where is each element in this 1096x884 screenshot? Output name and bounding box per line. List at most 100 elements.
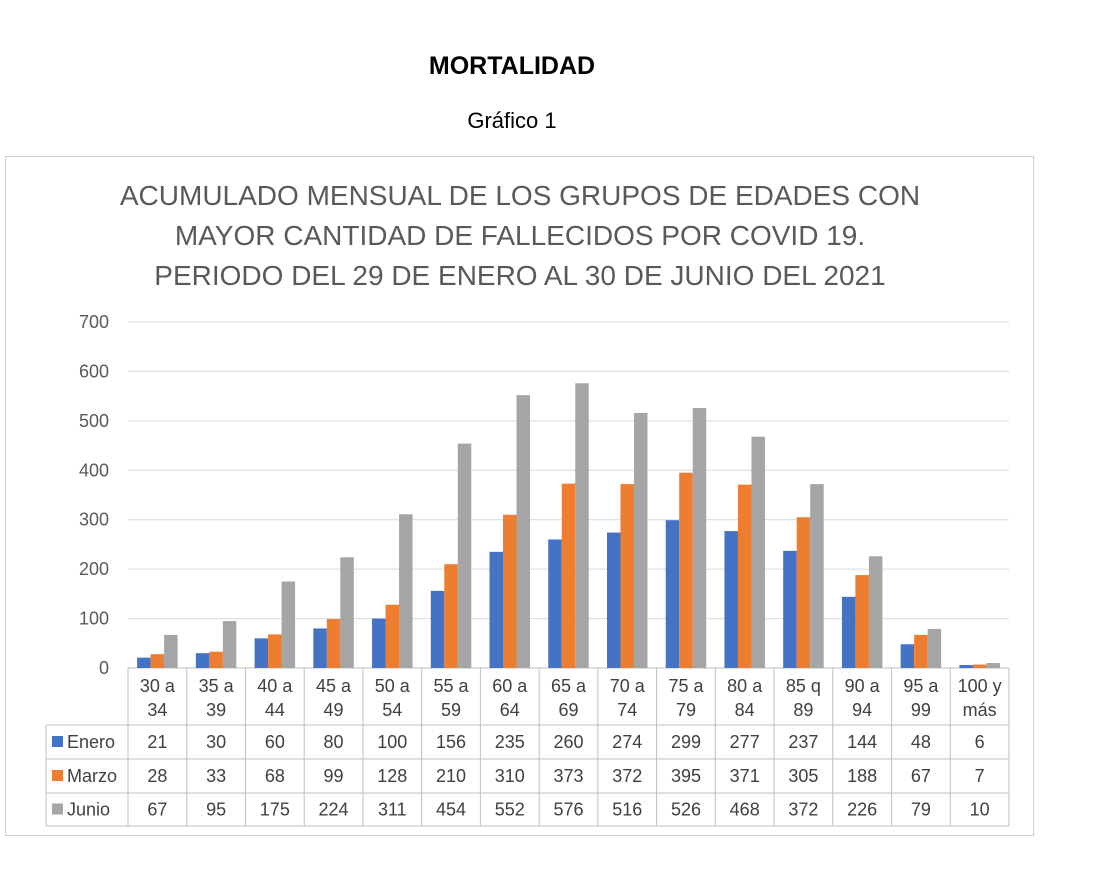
legend-key-junio (52, 803, 63, 815)
data-table-cell: 21 (147, 732, 167, 752)
bar-marzo (209, 651, 223, 668)
bar-marzo (326, 619, 341, 668)
data-table-cell: 305 (788, 766, 818, 786)
y-tick-label: 400 (79, 460, 109, 480)
bar-enero (900, 644, 915, 668)
data-table-cell: 372 (788, 800, 818, 820)
bar-junio (222, 621, 237, 668)
bar-marzo (150, 654, 165, 668)
category-label: 30 a (140, 676, 176, 696)
data-table-cell: 260 (553, 732, 583, 752)
category-label: 34 (147, 700, 167, 720)
category-label: 75 a (668, 676, 704, 696)
data-table-cell: 67 (147, 800, 167, 820)
data-table-cell: 79 (911, 800, 931, 820)
bar-junio (340, 557, 354, 668)
category-label: 50 a (375, 676, 411, 696)
data-table-cell: 516 (612, 800, 642, 820)
bar-enero (372, 618, 386, 668)
chart-title-line: MAYOR CANTIDAD DE FALLECIDOS POR COVID 1… (175, 220, 865, 251)
data-table-cell: 210 (436, 766, 466, 786)
bar-enero (959, 665, 973, 668)
category-label: 60 a (492, 676, 528, 696)
data-table-cell: 67 (911, 766, 931, 786)
category-label: 64 (500, 700, 520, 720)
category-label: 70 a (610, 676, 646, 696)
chart-frame: ACUMULADO MENSUAL DE LOS GRUPOS DE EDADE… (5, 156, 1034, 836)
category-label: 79 (676, 700, 696, 720)
bar-marzo (385, 604, 400, 668)
series-name: Marzo (67, 766, 117, 786)
bar-marzo (503, 514, 517, 668)
data-table-cell: 274 (612, 732, 642, 752)
y-tick-label: 700 (79, 312, 109, 332)
bar-junio (692, 408, 707, 668)
data-table-cell: 10 (970, 800, 990, 820)
category-label: 45 a (316, 676, 352, 696)
category-label: 35 a (199, 676, 235, 696)
data-table-cell: 371 (730, 766, 760, 786)
data-table-cell: 454 (436, 800, 466, 820)
bar-marzo (972, 664, 987, 668)
bar-enero (254, 638, 269, 668)
bar-enero (665, 520, 680, 668)
legend-key-enero (52, 736, 63, 747)
bar-enero (548, 539, 562, 668)
bar-enero (783, 550, 797, 668)
data-table-cell: 373 (553, 766, 583, 786)
category-label: 39 (206, 700, 226, 720)
category-label: 99 (911, 700, 931, 720)
bar-marzo (679, 472, 693, 668)
data-table-cell: 48 (911, 732, 931, 752)
chart-caption: Gráfico 1 (467, 108, 557, 133)
bar-junio (633, 412, 648, 668)
category-label: 94 (852, 700, 872, 720)
data-table-cell: 128 (377, 766, 407, 786)
chart-title-line: PERIODO DEL 29 DE ENERO AL 30 DE JUNIO D… (154, 260, 885, 291)
bar-junio (575, 383, 589, 668)
y-tick-label: 100 (79, 609, 109, 629)
bar-chart: ACUMULADO MENSUAL DE LOS GRUPOS DE EDADE… (45, 180, 1010, 827)
bar-junio (164, 634, 178, 668)
y-tick-label: 600 (79, 361, 109, 381)
data-table-cell: 299 (671, 732, 701, 752)
category-label: 85 q (786, 676, 821, 696)
category-label: 59 (441, 700, 461, 720)
y-tick-label: 500 (79, 411, 109, 431)
data-table-cell: 576 (553, 800, 583, 820)
data-table-cell: 468 (730, 800, 760, 820)
bar-marzo (914, 634, 928, 668)
category-label: 49 (324, 700, 344, 720)
data-table-cell: 68 (265, 766, 285, 786)
bar-enero (724, 531, 738, 668)
bar-junio (751, 436, 765, 668)
category-label: 65 a (551, 676, 587, 696)
data-table-cell: 226 (847, 800, 877, 820)
category-label: 95 a (903, 676, 939, 696)
bar-junio (927, 628, 942, 668)
data-table-cell: 237 (788, 732, 818, 752)
series-name: Junio (67, 800, 110, 820)
data-table-cell: 60 (265, 732, 285, 752)
category-label: 69 (558, 700, 578, 720)
bar-marzo (620, 484, 634, 668)
bar-enero (489, 551, 504, 668)
y-tick-label: 0 (99, 658, 109, 678)
data-table-cell: 95 (206, 800, 226, 820)
bar-junio (868, 556, 883, 668)
bar-marzo (268, 634, 282, 668)
category-label: 89 (793, 700, 813, 720)
category-label: más (963, 700, 997, 720)
bar-junio (810, 484, 824, 668)
category-label: 44 (265, 700, 285, 720)
bar-enero (430, 590, 445, 668)
data-table-cell: 372 (612, 766, 642, 786)
category-label: 40 a (257, 676, 293, 696)
data-table-cell: 235 (495, 732, 525, 752)
category-label: 84 (735, 700, 755, 720)
data-table-cell: 224 (319, 800, 349, 820)
data-table-cell: 7 (975, 766, 985, 786)
bar-enero (606, 532, 621, 668)
y-tick-label: 200 (79, 559, 109, 579)
bar-enero (313, 628, 327, 668)
